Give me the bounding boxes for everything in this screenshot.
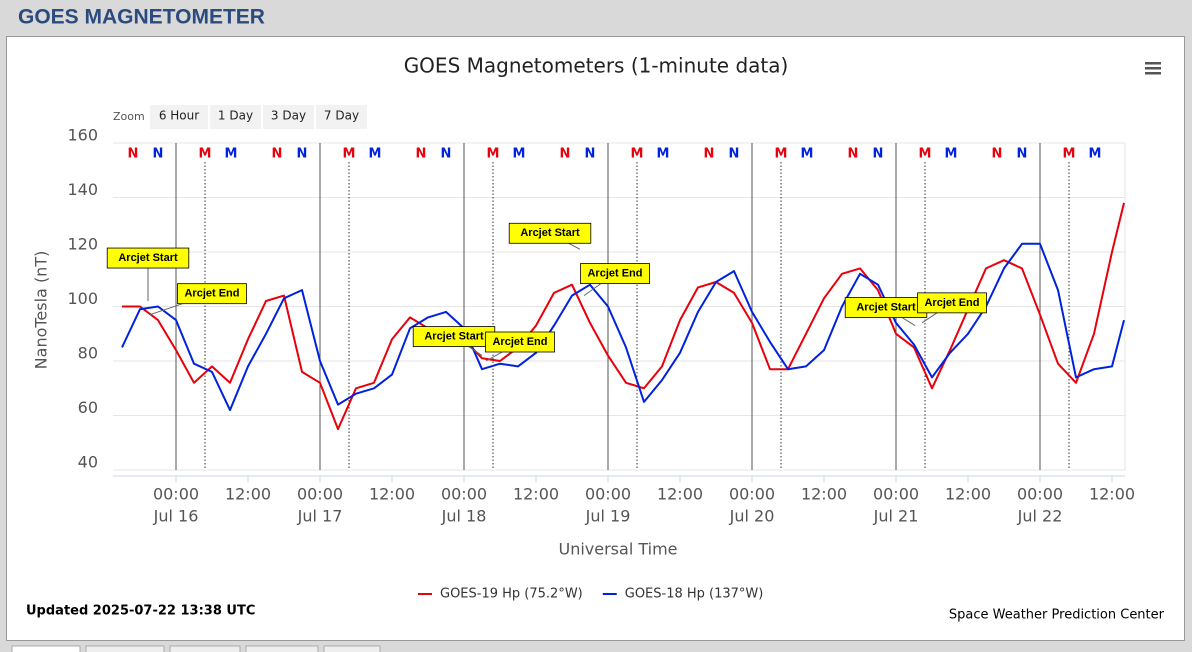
x-tick-date: Jul 19 [585,507,631,526]
annotation-label: Arcjet Start [520,227,580,239]
annotation-box [485,331,555,353]
y-axis-title: NanoTesla (nT) [32,251,51,370]
annotation-label: Arcjet End [184,288,239,300]
marker-label: N [704,147,715,162]
x-tick-date: Jul 18 [441,507,487,526]
annotation-label: Arcjet Start [118,252,178,264]
annotation-box [580,263,650,285]
x-tick-label: 00:00 [1017,485,1063,504]
marker-label: N [272,147,283,162]
x-tick-label: 12:00 [225,485,271,504]
x-tick-label: 12:00 [513,485,559,504]
page-title: GOES MAGNETOMETER [18,6,265,29]
annotation-box [508,222,592,244]
x-tick-label: 00:00 [873,485,919,504]
zoom-button[interactable] [316,105,367,129]
marker-label: M [631,147,644,162]
x-tick-date: Jul 17 [297,507,343,526]
y-tick-label: 140 [67,180,98,199]
marker-label: N [128,147,139,162]
annotation-label: Arcjet End [924,297,979,309]
zoom-button[interactable] [150,105,208,129]
zoom-button[interactable] [210,105,261,129]
chart-title: GOES Magnetometers (1-minute data) [404,54,789,78]
marker-label: N [1017,147,1028,162]
x-tick-label: 12:00 [945,485,991,504]
marker-label: N [441,147,452,162]
zoom-button-label[interactable]: 1 Day [218,109,253,123]
x-tick-label: 12:00 [369,485,415,504]
annotation-box [177,283,247,305]
x-tick-label: 00:00 [585,485,631,504]
x-tick-label: 00:00 [729,485,775,504]
marker-label: M [225,147,238,162]
x-tick-label: 12:00 [657,485,703,504]
zoom-button-label[interactable]: 7 Day [324,109,359,123]
marker-label: M [1063,147,1076,162]
marker-label: M [1089,147,1102,162]
annotation-label: Arcjet End [587,268,642,280]
x-tick-date: Jul 21 [873,507,919,526]
marker-label: M [919,147,932,162]
y-tick-label: 100 [67,289,98,308]
marker-label: N [848,147,859,162]
x-tick-label: 00:00 [441,485,487,504]
credits: Space Weather Prediction Center [949,608,1165,623]
marker-label: M [369,147,382,162]
marker-label: N [153,147,164,162]
x-tick-label: 12:00 [1089,485,1135,504]
marker-label: M [343,147,356,162]
x-tick-label: 12:00 [801,485,847,504]
chart-panel [6,36,1185,641]
marker-label: N [560,147,571,162]
x-tick-label: 00:00 [297,485,343,504]
y-tick-label: 160 [67,126,98,145]
annotation-label: Arcjet End [492,336,547,348]
marker-label: M [657,147,670,162]
marker-label: N [416,147,427,162]
marker-label: M [513,147,526,162]
updated-text: Updated 2025-07-22 13:38 UTC [26,604,255,619]
x-tick-date: Jul 16 [153,507,199,526]
series-line [121,242,1125,412]
marker-label: N [992,147,1003,162]
menu-button[interactable] [1145,62,1161,75]
x-tick-label: 00:00 [153,485,199,504]
zoom-button[interactable] [263,105,314,129]
y-tick-label: 80 [78,344,98,363]
legend-label[interactable]: GOES-19 Hp (75.2°W) [440,587,583,602]
x-tick-date: Jul 22 [1017,507,1063,526]
y-tick-label: 40 [78,453,98,472]
zoom-button-label[interactable]: 3 Day [271,109,306,123]
bottom-tabs [11,645,381,652]
annotation-label: Arcjet Start [856,301,916,313]
marker-label: M [945,147,958,162]
marker-label: M [199,147,212,162]
marker-label: N [297,147,308,162]
x-axis-title: Universal Time [558,540,677,559]
annotation-label: Arcjet Start [424,330,484,342]
legend-label[interactable]: GOES-18 Hp (137°W) [625,587,764,602]
y-tick-label: 120 [67,235,98,254]
zoom-button-label[interactable]: 6 Hour [159,109,199,123]
marker-label: N [729,147,740,162]
marker-label: N [585,147,596,162]
marker-label: M [487,147,500,162]
zoom-label: Zoom [113,110,145,123]
series-line [122,202,1125,431]
marker-label: N [873,147,884,162]
y-tick-label: 60 [78,398,98,417]
annotation-box [106,247,190,269]
annotation-box [917,292,987,314]
x-tick-date: Jul 20 [729,507,775,526]
marker-label: M [801,147,814,162]
marker-label: M [775,147,788,162]
